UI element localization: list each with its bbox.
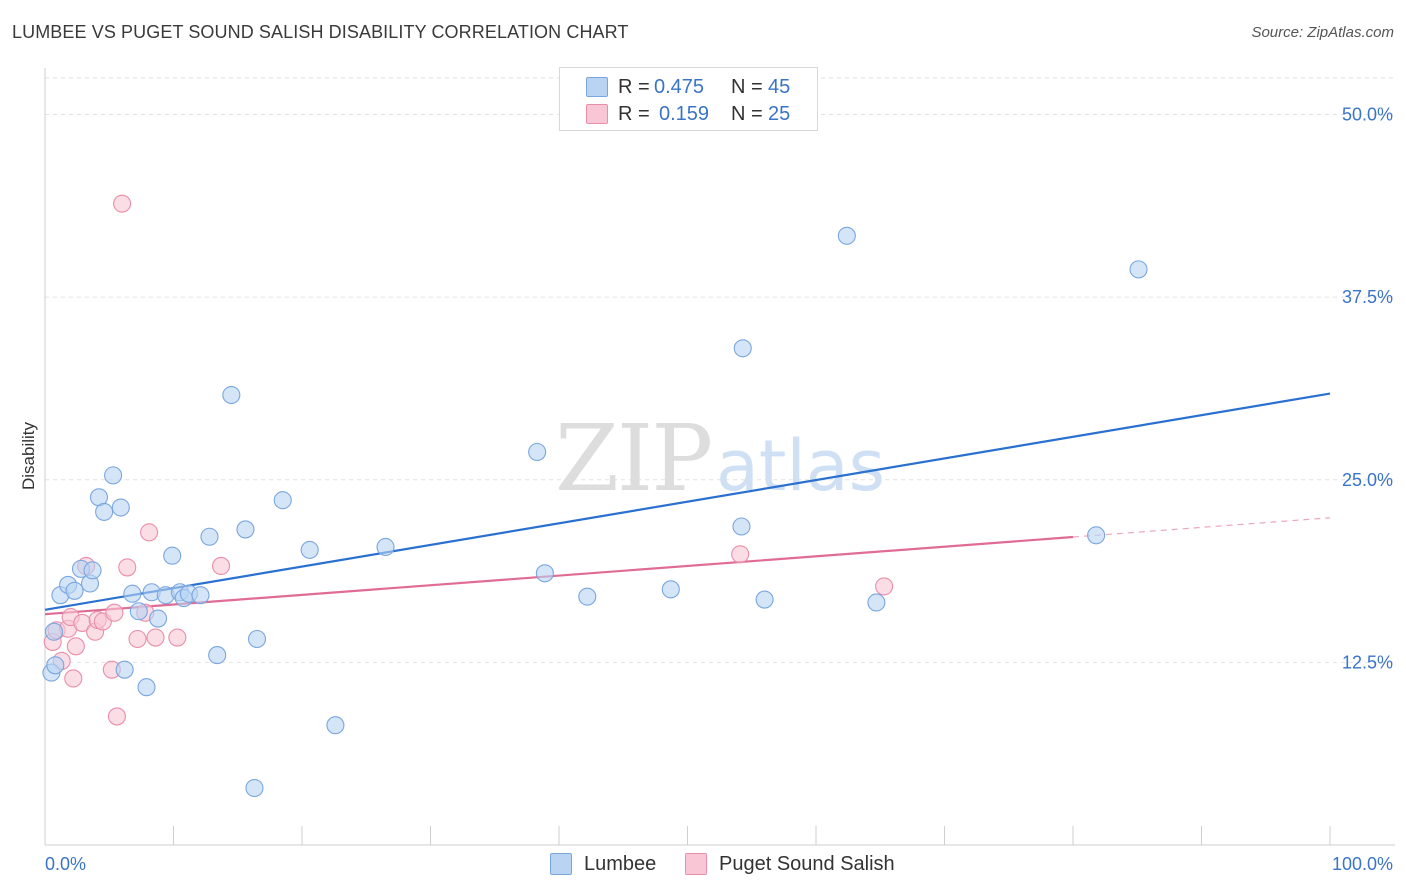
lumbee-point: [129, 602, 148, 621]
y-axis-title: Disability: [19, 421, 38, 490]
lumbee-legend-swatch: [550, 853, 572, 875]
lumbee-swatch: [586, 77, 608, 97]
lumbee-point: [755, 590, 774, 609]
salish-point: [113, 194, 132, 213]
lumbee-point: [115, 660, 134, 679]
lumbee-point: [837, 226, 856, 245]
lumbee-point: [200, 527, 219, 546]
lumbee-point: [273, 491, 292, 510]
lumbee-point: [95, 502, 114, 521]
salish-point: [168, 628, 187, 647]
salish-point: [107, 707, 127, 726]
lumbee-point: [1087, 526, 1106, 545]
lumbee-point: [123, 584, 142, 603]
lumbee-point: [191, 586, 210, 605]
stats-legend: R = 0.475 N = 45 R = 0.159 N = 25: [559, 67, 818, 131]
salish-point: [875, 577, 894, 596]
lumbee-point: [733, 339, 752, 358]
salish-trend-extension: [1072, 517, 1331, 538]
lumbee-point: [300, 540, 319, 559]
legend-n-value: 25: [768, 102, 791, 125]
salish-point: [128, 629, 147, 649]
watermark-zip: ZIP: [555, 405, 711, 512]
legend-r-label: R =: [618, 75, 650, 98]
lumbee-point: [208, 646, 227, 665]
lumbee-point: [528, 442, 547, 462]
legend-n-label: N =: [731, 75, 763, 98]
tick-label-layer: 12.5% 25.0% 37.5% 50.0% 0.0% 100.0%: [45, 105, 1393, 874]
y-tick-label: 37.5%: [1342, 287, 1393, 307]
lumbee-point: [247, 629, 267, 649]
lumbee-point: [83, 561, 102, 580]
salish-swatch: [586, 104, 608, 124]
legend-r-value: 0.159: [659, 102, 710, 125]
legend-item-lumbee: Lumbee: [550, 852, 656, 876]
axes-layer: [44, 68, 1395, 846]
salish-legend-label: Puget Sound Salish: [719, 852, 895, 875]
lumbee-point: [236, 520, 255, 539]
x-tick-label: 100.0%: [1332, 854, 1393, 874]
salish-point: [146, 628, 165, 647]
lumbee-point: [661, 580, 680, 599]
y-tick-label: 50.0%: [1342, 105, 1393, 125]
lumbee-point: [111, 498, 130, 517]
points-layer: [42, 194, 1148, 798]
trend-layer: [44, 392, 1331, 616]
watermark-atlas: atlas: [716, 425, 885, 507]
lumbee-trend-line: [44, 392, 1331, 611]
lumbee-legend-label: Lumbee: [584, 852, 657, 875]
y-tick-label: 25.0%: [1342, 470, 1393, 490]
lumbee-point: [137, 678, 156, 697]
salish-point: [140, 523, 159, 542]
lumbee-point: [163, 546, 182, 565]
legend-n-value: 45: [768, 75, 791, 98]
salish-point: [105, 603, 124, 622]
y-tick-label: 12.5%: [1342, 652, 1393, 672]
x-tick-label: 0.0%: [45, 854, 86, 874]
legend-item-salish: Puget Sound Salish: [685, 852, 895, 876]
salish-point: [66, 637, 85, 656]
lumbee-point: [65, 581, 84, 600]
lumbee-point: [222, 385, 241, 405]
lumbee-point: [326, 716, 345, 735]
salish-point: [731, 545, 750, 564]
lumbee-point: [1129, 260, 1148, 279]
salish-point: [211, 556, 231, 576]
legend-r-value: 0.475: [654, 75, 705, 98]
lumbee-point: [732, 517, 751, 536]
lumbee-point: [46, 656, 65, 675]
salish-point: [64, 669, 83, 688]
salish-point: [118, 558, 137, 577]
lumbee-point: [535, 564, 554, 583]
lumbee-point: [867, 593, 886, 612]
lumbee-point: [245, 778, 264, 798]
salish-legend-swatch: [685, 853, 707, 875]
lumbee-point: [149, 609, 168, 628]
source-label: Source: ZipAtlas.com: [1251, 24, 1394, 41]
lumbee-point: [578, 587, 597, 606]
lumbee-point: [104, 466, 123, 485]
lumbee-point: [44, 622, 64, 641]
lumbee-point: [376, 537, 395, 557]
watermark: ZIP atlas: [555, 405, 885, 512]
chart-title: LUMBEE VS PUGET SOUND SALISH DISABILITY …: [12, 22, 629, 42]
legend-n-label: N =: [731, 102, 763, 125]
salish-trend-line: [44, 535, 1074, 616]
legend-r-label: R =: [618, 102, 650, 125]
